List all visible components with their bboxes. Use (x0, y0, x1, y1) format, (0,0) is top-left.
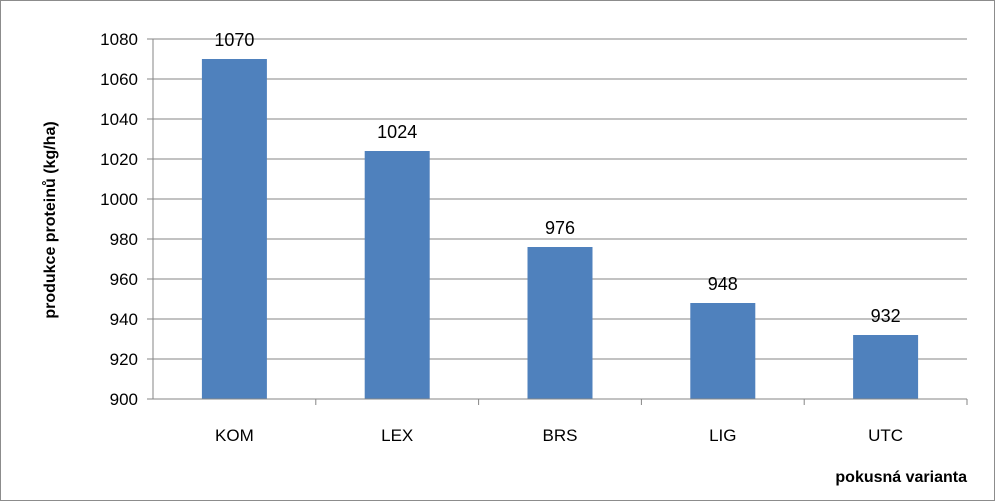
y-tick-labels: 900 920 940 960 980 1000 1020 1040 1060 1080 (100, 30, 138, 409)
data-label: 976 (545, 218, 575, 238)
y-tick-label: 960 (110, 270, 138, 289)
data-label: 948 (708, 274, 738, 294)
y-tick-label: 1000 (100, 190, 138, 209)
data-label: 1070 (214, 30, 254, 50)
axes (147, 38, 968, 405)
bar-brs (527, 247, 593, 399)
x-category-label: BRS (543, 426, 578, 445)
y-tick-label: 980 (110, 230, 138, 249)
y-tick-label: 1080 (100, 30, 138, 49)
y-tick-label: 900 (110, 390, 138, 409)
data-label: 932 (871, 306, 901, 326)
bar-kom (201, 59, 267, 399)
bar-utc (853, 335, 919, 399)
y-tick-label: 1040 (100, 110, 138, 129)
y-tick-label: 1020 (100, 150, 138, 169)
data-labels: 1070 1024 976 948 932 (214, 30, 900, 326)
gridlines (153, 38, 967, 360)
y-tick-label: 920 (110, 350, 138, 369)
x-category-label: LIG (709, 426, 736, 445)
x-axis-title: pokusná varianta (835, 469, 967, 486)
bar-lex (364, 151, 430, 399)
y-axis-title: produkce proteinů (kg/ha) (42, 121, 59, 318)
x-category-labels: KOM LEX BRS LIG UTC (215, 426, 903, 445)
x-category-label: KOM (215, 426, 254, 445)
y-tick-label: 940 (110, 310, 138, 329)
y-tick-label: 1060 (100, 70, 138, 89)
data-label: 1024 (377, 122, 417, 142)
bars (201, 59, 919, 399)
bar-lig (690, 303, 756, 399)
x-category-label: LEX (381, 426, 413, 445)
x-category-label: UTC (868, 426, 903, 445)
